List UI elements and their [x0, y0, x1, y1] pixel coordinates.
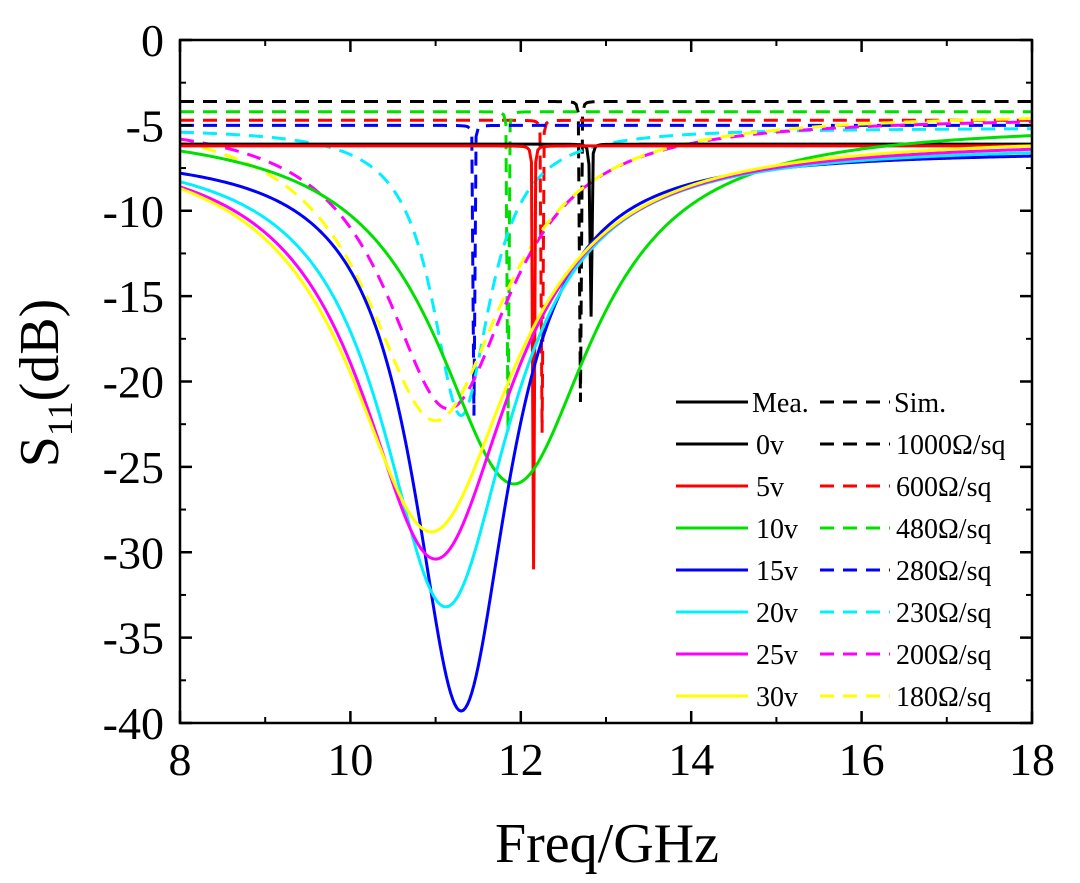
- x-tick-label: 10: [327, 734, 373, 785]
- x-axis-title: Freq/GHz: [495, 813, 719, 875]
- y-axis-title: S11(dB): [9, 299, 80, 467]
- sim-curve-5v: [180, 118, 1032, 433]
- legend-sim-label: Sim.: [894, 388, 946, 419]
- legend-label-voltage: 30v: [756, 682, 798, 713]
- legend-label-resistance: 180Ω/sq: [896, 682, 991, 713]
- legend-label-voltage: 15v: [756, 556, 798, 587]
- legend-label-resistance: 1000Ω/sq: [896, 430, 1005, 461]
- x-tick-label: 14: [668, 734, 714, 785]
- legend-label-resistance: 480Ω/sq: [896, 514, 991, 545]
- sim-curve-0v: [180, 99, 1032, 403]
- legend-mea-label: Mea.: [752, 388, 809, 419]
- legend-label-resistance: 280Ω/sq: [896, 556, 991, 587]
- y-axis-title-sub: 11: [40, 401, 80, 436]
- legend-label-voltage: 20v: [756, 598, 798, 629]
- mea-curve-15v: [179, 154, 1033, 713]
- legend-label-voltage: 5v: [756, 472, 784, 503]
- y-tick-label: 0: [141, 15, 164, 66]
- sim-curve-30v: [179, 117, 1033, 423]
- legend-label-resistance: 600Ω/sq: [896, 472, 991, 503]
- y-tick-label: -40: [103, 698, 164, 749]
- legend-label-voltage: 10v: [756, 514, 798, 545]
- y-tick-label: -25: [103, 442, 164, 493]
- mea-curve-10v: [179, 134, 1033, 486]
- sim-curve-25v: [179, 120, 1033, 411]
- legend-label-resistance: 200Ω/sq: [896, 640, 991, 671]
- mea-curve-30v: [179, 144, 1033, 534]
- x-tick-label: 16: [839, 734, 885, 785]
- legend: Mea. Sim. 0v 1000Ω/sq 5v 600Ω/sq 10v 480Ω/sq 15v…: [676, 388, 1005, 713]
- y-axis-title-main: S: [9, 436, 71, 467]
- y-tick-label: -30: [103, 527, 164, 578]
- legend-label-voltage: 0v: [756, 430, 784, 461]
- mea-curve-5v: [179, 144, 1032, 570]
- y-tick-label: -35: [103, 613, 164, 664]
- series-layer: [179, 99, 1033, 713]
- y-axis-title-rest: (dB): [9, 299, 71, 402]
- sim-curve-15v: [180, 123, 1032, 416]
- x-tick-label: 8: [169, 734, 192, 785]
- x-tick-label: 12: [498, 734, 544, 785]
- legend-label-voltage: 25v: [756, 640, 798, 671]
- legend-label-resistance: 230Ω/sq: [896, 598, 991, 629]
- y-tick-label: -20: [103, 357, 164, 408]
- sim-curve-10v: [179, 110, 1032, 433]
- y-tick-label: -15: [103, 271, 164, 322]
- y-tick-label: -10: [103, 186, 164, 237]
- x-tick-label: 18: [1009, 734, 1055, 785]
- y-tick-label: -5: [126, 100, 164, 151]
- axes-layer: 8 10 12 14 16 18 0 -5 -10 -15 -20 -25 -30 -35 -40: [103, 15, 1055, 785]
